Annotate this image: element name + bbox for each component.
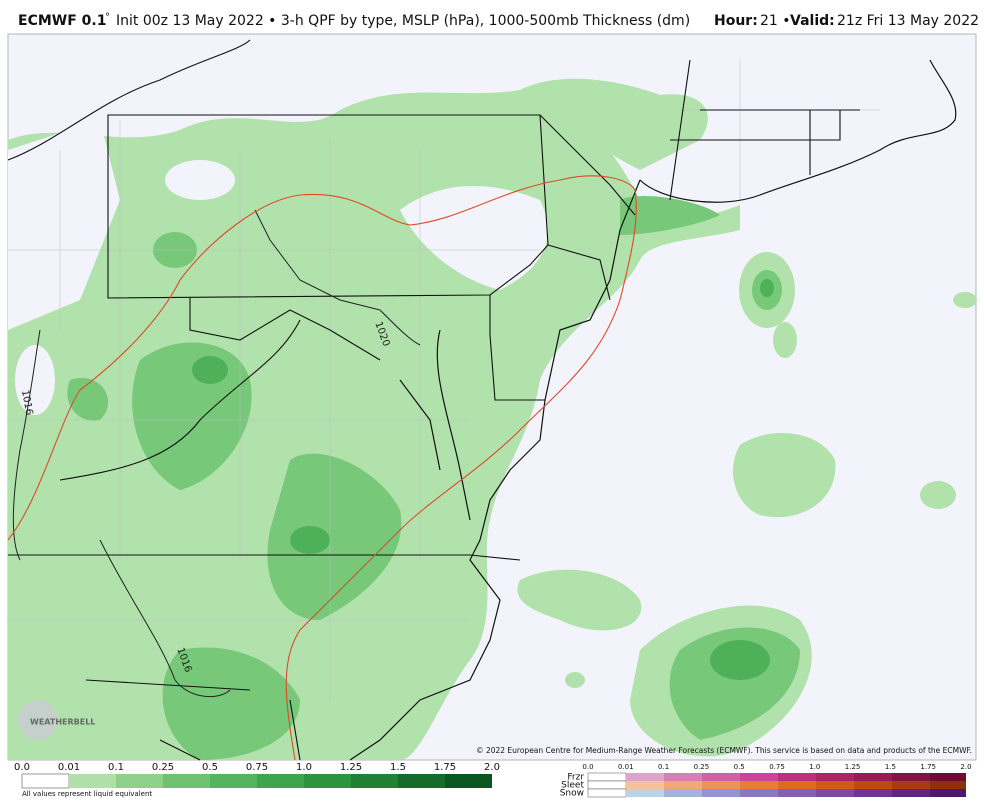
degree: ° bbox=[105, 12, 110, 23]
rain-tick-label: 1.5 bbox=[390, 762, 406, 773]
rain-tick-label: 0.01 bbox=[58, 762, 80, 773]
state-borders bbox=[7, 39, 860, 761]
ptype-tick-label: 0.75 bbox=[769, 763, 785, 771]
ptype-tick-label: 1.5 bbox=[885, 763, 896, 771]
rain-tick-label: 0.0 bbox=[14, 762, 30, 773]
logo: WEATHERBELL bbox=[30, 718, 95, 727]
rain-tick-label: 0.1 bbox=[108, 762, 124, 773]
logo-icon bbox=[18, 700, 58, 740]
ptype-row-label: Sleet bbox=[561, 781, 584, 791]
frzr-swatches bbox=[587, 772, 966, 782]
ptype-tick-label: 0.25 bbox=[694, 763, 710, 771]
isobar-1020 bbox=[254, 209, 421, 346]
ptype-legend bbox=[587, 772, 966, 798]
header: ECMWF 0.1 ° Init 00z 13 May 2022 • 3-h Q… bbox=[18, 12, 979, 29]
sleet-swatches bbox=[587, 780, 966, 790]
rain-tick-label: 1.75 bbox=[434, 762, 456, 773]
isobar-1016 bbox=[12, 329, 231, 698]
rain-tick-label: 0.5 bbox=[202, 762, 218, 773]
ptype-tick-label: 1.0 bbox=[809, 763, 820, 771]
valid-value: 21z Fri 13 May 2022 bbox=[837, 13, 979, 29]
ptype-tick-label: 2.0 bbox=[960, 763, 971, 771]
hour-label: Hour: bbox=[714, 13, 758, 29]
rain-tick-label: 1.0 bbox=[296, 762, 312, 773]
rain-swatches bbox=[21, 773, 492, 789]
ptype-tick-label: 1.75 bbox=[920, 763, 936, 771]
snow-swatches bbox=[587, 788, 966, 798]
ptype-tick-label: 0.01 bbox=[618, 763, 634, 771]
ptype-tick-label: 0.0 bbox=[582, 763, 593, 771]
rain-tick-label: 0.75 bbox=[246, 762, 268, 773]
coastline bbox=[349, 59, 957, 761]
ptype-tick-label: 0.1 bbox=[658, 763, 669, 771]
ptype-tick-label: 1.25 bbox=[845, 763, 861, 771]
rain-legend: All values represent liquid equivalent bbox=[21, 773, 492, 798]
rain-tick-label: 0.25 bbox=[152, 762, 174, 773]
precip-heavy bbox=[192, 279, 774, 680]
hour-value: 21 • bbox=[760, 13, 791, 29]
contour-label: 1016 bbox=[19, 389, 34, 416]
precip-gaps bbox=[8, 120, 548, 415]
copyright: © 2022 European Centre for Medium-Range … bbox=[476, 746, 972, 755]
ptype-row-label: Snow bbox=[560, 789, 584, 799]
model-name: ECMWF 0.1 bbox=[18, 13, 106, 29]
rain-tick-label: 1.25 bbox=[340, 762, 362, 773]
map: 1020 1016 1016 WEATHERBELL © 2022 Europe… bbox=[7, 33, 977, 761]
valid-label: Valid: bbox=[790, 13, 835, 29]
description: Init 00z 13 May 2022 • 3-h QPF by type, … bbox=[116, 13, 690, 29]
rain-note: All values represent liquid equivalent bbox=[22, 790, 152, 798]
thickness-line bbox=[7, 175, 637, 761]
ptype-tick-label: 0.5 bbox=[734, 763, 745, 771]
chesapeake bbox=[399, 329, 471, 521]
rain-tick-label: 2.0 bbox=[484, 762, 500, 773]
ptype-row-label: Frzr bbox=[567, 773, 584, 783]
